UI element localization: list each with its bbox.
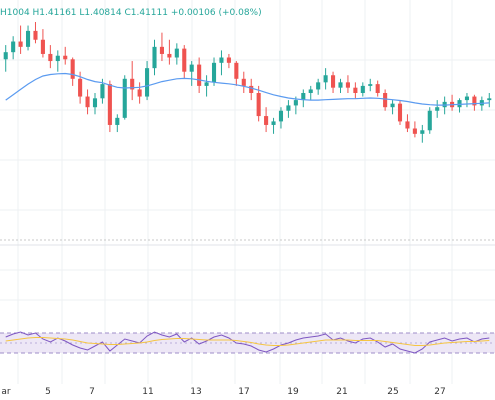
candle-body	[368, 84, 373, 86]
candle-body	[234, 62, 239, 79]
candle-body	[204, 82, 209, 86]
candle-body	[360, 85, 365, 93]
candle-body	[353, 87, 358, 93]
candle-body	[115, 117, 120, 125]
x-tick-label: 27	[434, 387, 445, 397]
candle-body	[323, 75, 328, 83]
candle-body	[63, 55, 68, 60]
candle-body	[286, 105, 291, 111]
candle-body	[241, 78, 246, 86]
candle-body	[33, 30, 38, 40]
candle-body	[420, 130, 425, 134]
candle-body	[256, 93, 261, 117]
candle-body	[40, 39, 45, 54]
candle-body	[197, 64, 202, 86]
candle-body	[100, 84, 105, 99]
candle-body	[3, 52, 8, 60]
candle-body	[211, 62, 217, 83]
candle-body	[107, 84, 112, 125]
candle-body	[70, 59, 75, 79]
candles-group	[3, 22, 492, 143]
candle-body	[85, 96, 90, 108]
candle-body	[405, 121, 410, 129]
candle-body	[78, 78, 83, 97]
candle-body	[174, 48, 179, 58]
candle-body	[383, 93, 388, 108]
candle-body	[331, 75, 336, 88]
rsi-ma-line	[5, 337, 490, 346]
candle-body	[219, 57, 224, 63]
candle-body	[122, 78, 127, 118]
candle-body	[11, 41, 16, 53]
rsi-line	[5, 331, 490, 354]
candle-body	[152, 46, 157, 69]
candle-body	[182, 48, 187, 72]
candle-body	[145, 68, 150, 97]
candle-body	[25, 30, 31, 47]
x-tick-label: 7	[89, 387, 95, 397]
candle-body	[412, 128, 417, 134]
candle-body	[345, 82, 350, 88]
candle-body	[301, 93, 306, 101]
x-tick-label: 21	[336, 387, 347, 397]
candle-body	[159, 46, 164, 54]
candle-body	[189, 64, 194, 72]
x-tick-label: 25	[387, 387, 398, 397]
candle-body	[249, 85, 254, 93]
x-tick-label: 13	[190, 387, 201, 397]
candle-body	[308, 89, 313, 93]
candle-body	[55, 55, 60, 62]
candle-body	[137, 89, 142, 97]
ohlc-readout: H1004 H1.41161 L1.40814 C1.41111 +0.0010…	[0, 8, 262, 18]
candle-body	[264, 116, 269, 125]
candle-body	[316, 82, 321, 90]
candle-body	[278, 110, 284, 122]
candle-body	[338, 82, 343, 88]
x-axis-ticks: ar 5 7 11 13 17 19 21 25 27	[1, 387, 445, 397]
candle-body	[167, 53, 172, 58]
candle-body	[435, 107, 440, 111]
candle-body	[464, 96, 470, 101]
x-tick-label: ar	[1, 387, 11, 397]
grid-lines	[0, 0, 495, 384]
candle-body	[293, 100, 298, 106]
candle-body	[48, 53, 53, 62]
x-tick-label: 11	[142, 387, 153, 397]
candle-body	[427, 110, 432, 131]
candle-body	[130, 78, 135, 90]
candle-body	[18, 41, 23, 47]
candle-body	[457, 100, 462, 108]
candle-body	[397, 103, 403, 122]
candle-body	[375, 84, 380, 93]
candle-body	[487, 98, 492, 101]
candle-body	[472, 96, 477, 106]
candle-body	[390, 103, 395, 108]
candle-body	[271, 121, 276, 125]
candle-body	[92, 98, 98, 108]
candle-body	[226, 57, 231, 63]
x-tick-label: 5	[45, 387, 51, 397]
x-tick-label: 17	[238, 387, 249, 397]
moving-average-line	[5, 72, 490, 106]
x-tick-label: 19	[287, 387, 299, 397]
